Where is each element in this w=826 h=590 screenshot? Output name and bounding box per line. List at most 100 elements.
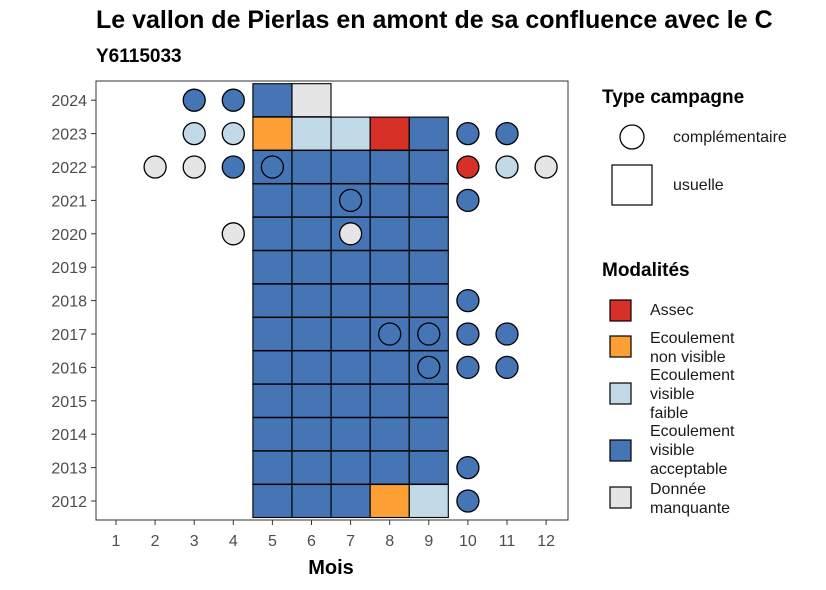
y-tick-label: 2022: [51, 160, 87, 177]
complementaire-point: [495, 355, 519, 380]
complementaire-point: [417, 355, 441, 380]
x-tick-label: 9: [424, 533, 433, 550]
legend-mod-visible-acceptable: Ecoulement visible acceptable: [650, 423, 735, 478]
x-tick-label: 2: [151, 533, 160, 550]
complementaire-point: [221, 121, 245, 146]
x-axis: 1 2 3 4 5 6 7 8 9 10 11 12: [112, 520, 555, 550]
complementaire-point: [456, 188, 480, 213]
complementaire-point: [221, 222, 245, 246]
y-tick-label: 2017: [51, 327, 87, 344]
complementaire-points: [143, 88, 558, 513]
y-tick-label: 2016: [51, 360, 87, 377]
x-tick-label: 7: [346, 533, 355, 550]
usuelle-cell: [330, 483, 371, 519]
complementaire-point: [221, 88, 245, 112]
usuelle-cell: [252, 316, 293, 352]
usuelle-cell: [252, 450, 293, 485]
legend-shapes: [609, 124, 653, 509]
x-tick-label: 1: [112, 533, 121, 550]
usuelle-cell: [408, 149, 449, 185]
x-tick-label: 12: [537, 533, 555, 550]
complementaire-point: [456, 288, 480, 313]
y-tick-label: 2024: [51, 93, 87, 110]
usuelle-cell: [291, 316, 332, 352]
y-tick-label: 2012: [51, 494, 87, 511]
usuelle-cell: [369, 383, 410, 418]
y-tick-label: 2023: [51, 127, 87, 144]
usuelle-cell: [369, 250, 410, 285]
legend-mod-non-visible: Ecoulement non visible: [650, 330, 735, 366]
usuelle-cell: [369, 183, 410, 218]
usuelle-cell: [369, 450, 410, 485]
usuelle-cell: [330, 250, 371, 285]
complementaire-point: [456, 322, 480, 346]
legend-type-usuelle: usuelle: [673, 177, 724, 194]
usuelle-cell: [408, 450, 449, 485]
legend-color-swatch: [609, 439, 632, 462]
usuelle-cell: [252, 83, 293, 118]
usuelle-cell: [369, 216, 410, 251]
y-tick-label: 2020: [51, 227, 87, 244]
usuelle-cell: [291, 350, 332, 385]
x-tick-label: 10: [459, 533, 477, 550]
usuelle-cell: [369, 483, 410, 519]
x-tick-label: 6: [307, 533, 316, 550]
usuelle-cell: [330, 350, 371, 385]
y-tick-label: 2019: [51, 260, 87, 277]
complementaire-point: [456, 355, 480, 380]
usuelle-cell: [252, 216, 293, 251]
legend-circle-swatch: [619, 124, 645, 150]
y-tick-label: 2015: [51, 394, 87, 411]
usuelle-cell: [291, 250, 332, 285]
legend-mod-title: Modalités: [602, 260, 690, 281]
legend-color-swatch: [609, 486, 632, 509]
legend-mod-assec: Assec: [650, 302, 694, 319]
usuelle-cell: [291, 383, 332, 418]
usuelle-cells: [252, 83, 449, 519]
usuelle-cell: [252, 250, 293, 285]
legend-color-swatch: [609, 299, 632, 322]
usuelle-cell: [330, 417, 371, 452]
usuelle-cell: [291, 149, 332, 185]
usuelle-cell: [369, 116, 410, 151]
y-tick-label: 2013: [51, 461, 87, 478]
usuelle-cell: [330, 149, 371, 185]
usuelle-cell: [252, 417, 293, 452]
complementaire-point: [260, 155, 285, 179]
y-tick-label: 2021: [51, 193, 87, 210]
complementaire-point: [182, 121, 206, 146]
usuelle-cell: [291, 216, 332, 251]
x-axis-label: Mois: [308, 557, 354, 579]
usuelle-cell: [408, 250, 449, 285]
complementaire-point: [456, 455, 480, 480]
y-axis: 2012 2013 2014 2015 2016 2017 2018 2019 2020 2021…: [51, 93, 96, 511]
usuelle-cell: [330, 316, 371, 352]
usuelle-cell: [252, 383, 293, 418]
chart-title: Le vallon de Pierlas en amont de sa conf…: [96, 6, 773, 34]
chart-subtitle: Y6115033: [96, 46, 182, 67]
usuelle-cell: [369, 149, 410, 185]
usuelle-cell: [408, 383, 449, 418]
usuelle-cell: [252, 283, 293, 318]
x-tick-label: 5: [268, 533, 277, 550]
usuelle-cell: [369, 283, 410, 318]
legend-mod-donnee-manquante: Donnée manquante: [650, 481, 731, 517]
legend-mod-visible-faible: Ecoulement visible faible: [650, 367, 735, 422]
usuelle-cell: [408, 417, 449, 452]
complementaire-point: [417, 322, 441, 346]
usuelle-cell: [252, 116, 293, 151]
usuelle-cell: [252, 350, 293, 385]
usuelle-cell: [252, 183, 293, 218]
legend-color-swatch: [609, 335, 632, 358]
x-tick-label: 8: [385, 533, 394, 550]
complementaire-point: [378, 322, 402, 346]
usuelle-cell: [291, 83, 332, 118]
legend-square-swatch: [611, 164, 653, 206]
complementaire-point: [495, 121, 519, 146]
usuelle-cell: [330, 383, 371, 418]
x-tick-label: 11: [499, 533, 516, 550]
complementaire-point: [143, 155, 167, 179]
usuelle-cell: [291, 116, 332, 151]
usuelle-cell: [369, 417, 410, 452]
complementaire-point: [221, 155, 245, 179]
